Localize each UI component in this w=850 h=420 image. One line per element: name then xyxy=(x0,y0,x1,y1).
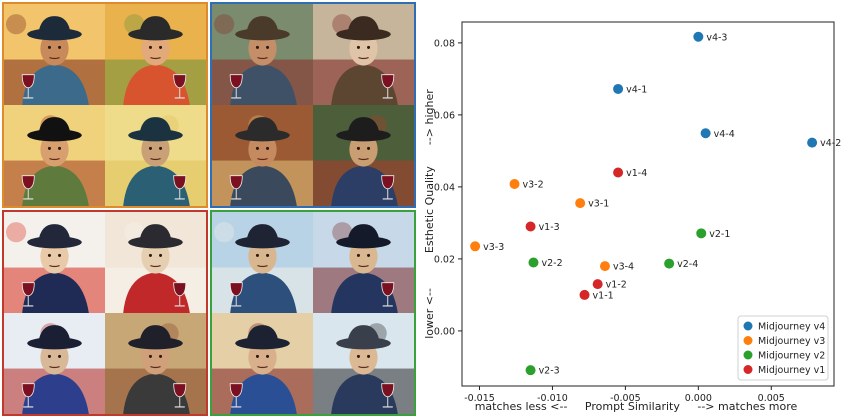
legend-entry: Midjourney v3 xyxy=(758,336,825,347)
data-point-v3-1 xyxy=(575,198,586,209)
data-point-v4-3 xyxy=(693,31,704,42)
painting-tile xyxy=(4,105,105,206)
legend-marker xyxy=(743,350,753,360)
point-label-v4-2: v4-2 xyxy=(820,138,841,149)
point-label-v4-1: v4-1 xyxy=(626,84,647,95)
image-grid-v1 xyxy=(2,2,208,208)
point-label-v1-3: v1-3 xyxy=(539,222,560,233)
point-label-v3-3: v3-3 xyxy=(483,242,504,253)
point-label-v2-2: v2-2 xyxy=(541,258,562,269)
legend-entry: Midjourney v4 xyxy=(758,322,825,333)
point-label-v1-4: v1-4 xyxy=(626,168,647,179)
painting-tile xyxy=(4,4,105,105)
x-tick-label: 0.005 xyxy=(758,393,785,404)
painting-tile xyxy=(212,4,313,105)
point-label-v2-1: v2-1 xyxy=(709,229,730,240)
plot-frame xyxy=(461,21,835,387)
data-point-v2-2 xyxy=(528,257,539,268)
data-point-v3-2 xyxy=(509,179,520,190)
painting-tile xyxy=(313,105,414,206)
point-label-v1-1: v1-1 xyxy=(593,290,614,301)
painting-tile xyxy=(4,212,105,313)
point-label-v3-1: v3-1 xyxy=(588,199,609,210)
y-axis-label: lower <-- Esthetic Quality --> higher xyxy=(423,89,436,339)
y-tick-label: 0.02 xyxy=(434,254,455,265)
point-label-v3-2: v3-2 xyxy=(523,180,544,191)
point-label-v2-3: v2-3 xyxy=(539,366,560,377)
painting-tile xyxy=(313,313,414,414)
data-point-v3-3 xyxy=(470,241,481,252)
painting-tile xyxy=(212,105,313,206)
y-tick-label: 0.06 xyxy=(434,110,455,121)
y-tick-label: 0.08 xyxy=(434,38,455,49)
legend-entry: Midjourney v1 xyxy=(758,365,825,376)
x-tick-label: -0.005 xyxy=(610,393,641,404)
data-point-v2-4 xyxy=(664,258,675,269)
painting-tile xyxy=(212,313,313,414)
x-tick-label: 0.000 xyxy=(685,393,712,404)
painting-tile xyxy=(105,313,206,414)
painting-tile xyxy=(4,313,105,414)
legend-marker xyxy=(743,336,753,345)
painting-tile xyxy=(105,212,206,313)
point-label-v4-3: v4-3 xyxy=(706,32,727,43)
point-label-v1-2: v1-2 xyxy=(606,280,627,291)
painting-tile xyxy=(105,4,206,105)
data-point-v2-3 xyxy=(525,365,536,376)
data-point-v1-1 xyxy=(579,289,590,300)
image-grid-v4 xyxy=(210,2,416,208)
x-tick-label: -0.015 xyxy=(464,393,495,404)
painting-tile xyxy=(313,212,414,313)
x-axis-label: matches less <-- Prompt Similarity --> m… xyxy=(475,400,798,413)
data-point-v2-1 xyxy=(696,228,707,239)
data-point-v4-1 xyxy=(613,83,624,94)
legend-entry: Midjourney v2 xyxy=(758,351,825,362)
painting-tile xyxy=(105,105,206,206)
painting-tile xyxy=(313,4,414,105)
image-grid-v3 xyxy=(210,210,416,416)
data-point-v1-4 xyxy=(613,167,624,178)
legend-marker xyxy=(743,321,753,331)
data-point-v1-2 xyxy=(592,279,603,290)
legend-marker xyxy=(743,365,753,374)
point-label-v3-4: v3-4 xyxy=(613,262,634,273)
data-point-v3-4 xyxy=(599,261,610,272)
data-point-v4-2 xyxy=(807,137,818,148)
legend: Midjourney v4 Midjourney v3 Midjourney v2 M… xyxy=(737,315,829,381)
point-label-v4-4: v4-4 xyxy=(714,129,735,140)
y-tick-label: 0.00 xyxy=(434,326,455,337)
painting-tile xyxy=(212,212,313,313)
data-point-v4-4 xyxy=(700,128,711,139)
point-label-v2-4: v2-4 xyxy=(677,259,698,270)
y-tick-label: 0.04 xyxy=(434,182,455,193)
legend-box xyxy=(737,315,829,381)
data-point-v1-3 xyxy=(525,221,536,232)
image-grid-v2 xyxy=(2,210,208,416)
x-tick-label: -0.010 xyxy=(537,393,568,404)
